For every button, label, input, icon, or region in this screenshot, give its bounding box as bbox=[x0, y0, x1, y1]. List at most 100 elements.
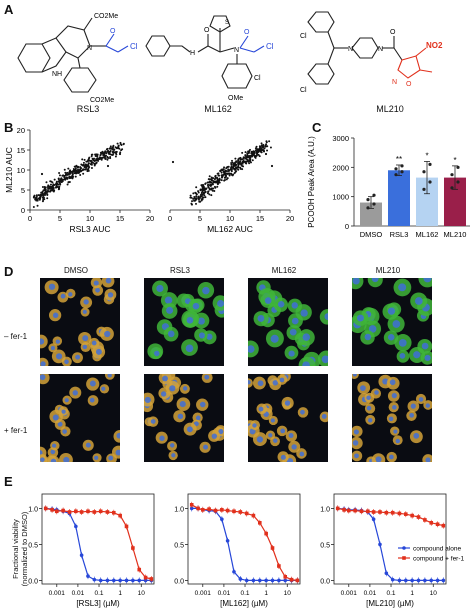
nucleus bbox=[89, 397, 95, 403]
scatter-0-point bbox=[35, 194, 38, 197]
scatter-0-point bbox=[60, 179, 63, 182]
scatter-0-point bbox=[93, 162, 96, 165]
scatter-0-point bbox=[121, 148, 124, 151]
scatter-0-ytick-label: 5 bbox=[21, 186, 25, 195]
scatter-1-point bbox=[206, 181, 209, 184]
scatter-1-point bbox=[234, 166, 237, 169]
scatter-0-point bbox=[46, 193, 49, 196]
scatter-0-xlabel: RSL3 AUC bbox=[69, 224, 110, 234]
bar-ytick-label: 3000 bbox=[332, 134, 349, 143]
bar-point-rsl3 bbox=[400, 170, 404, 174]
dose-1-ytick-label: 0.0 bbox=[174, 578, 184, 585]
nucleus bbox=[352, 440, 359, 446]
scatter-1-point bbox=[266, 145, 269, 148]
scatter-0-point bbox=[57, 188, 60, 191]
scatter-1-point bbox=[241, 158, 244, 161]
scatter-0-ytick-label: 20 bbox=[17, 126, 25, 135]
nucleus bbox=[270, 334, 279, 343]
nucleus bbox=[368, 325, 377, 333]
scatter-0-point bbox=[98, 156, 101, 159]
scatter-0-point bbox=[69, 169, 72, 172]
scatter-1-point bbox=[207, 185, 210, 188]
nucleus bbox=[204, 374, 210, 380]
scatter-0-point bbox=[90, 155, 93, 158]
micrograph-image bbox=[248, 374, 328, 462]
dose-1-xtick-label: 0.001 bbox=[195, 590, 212, 597]
dose-2-xtick-label: 1 bbox=[410, 590, 414, 597]
scatter-0-point bbox=[111, 153, 114, 156]
dose-2-point-alone bbox=[403, 578, 408, 583]
dose-0-xtick-label: 0.01 bbox=[72, 590, 85, 597]
bar-ml210 bbox=[444, 177, 466, 226]
micrograph-image bbox=[352, 278, 432, 366]
scatter-0-point bbox=[77, 171, 80, 174]
scatter-0-point bbox=[64, 178, 67, 181]
bar-point-dmso bbox=[366, 206, 370, 210]
scatter-0-point bbox=[41, 193, 44, 196]
scatter-1-point bbox=[216, 177, 219, 180]
scatter-1-point bbox=[226, 170, 229, 173]
nucleus bbox=[291, 317, 299, 325]
scatter-0-point bbox=[63, 174, 66, 177]
scatter-0-point bbox=[119, 151, 122, 154]
scatter-0-point bbox=[51, 181, 54, 184]
dose-2-point-fer1 bbox=[441, 523, 446, 528]
scatter-0-point bbox=[55, 183, 58, 186]
nucleus bbox=[160, 391, 167, 397]
dose-0-point-alone bbox=[111, 578, 116, 583]
micrograph-image bbox=[144, 278, 224, 366]
scatter-1-xtick-label: 20 bbox=[286, 214, 294, 223]
dose-1-point-alone bbox=[277, 578, 281, 583]
dose-2-point-alone bbox=[435, 578, 440, 583]
rsl3-co2me-bottom: CO2Me bbox=[90, 97, 114, 104]
scatter-1-point bbox=[227, 172, 230, 175]
scatter-1-point bbox=[251, 154, 254, 157]
dose-1-point-alone bbox=[238, 577, 243, 581]
bar-point-ml162 bbox=[428, 180, 432, 184]
dose-0-point-fer1 bbox=[124, 524, 129, 529]
scatter-1-point bbox=[239, 158, 242, 161]
nucleus bbox=[270, 418, 275, 423]
scatter-1-point bbox=[190, 202, 193, 205]
nucleus bbox=[95, 287, 100, 293]
scatter-1-point bbox=[212, 187, 215, 190]
nucleus bbox=[248, 345, 255, 353]
scatter-0-point bbox=[103, 151, 106, 154]
ml162-s: S bbox=[225, 20, 229, 26]
dose-1-xtick-label: 1 bbox=[264, 590, 268, 597]
nucleus bbox=[167, 330, 175, 338]
scatter-1-point bbox=[225, 172, 228, 175]
dose-1-xlabel: [ML162] (µM) bbox=[220, 599, 268, 608]
nucleus bbox=[413, 432, 420, 439]
scatter-1-point bbox=[211, 182, 214, 185]
bar-point-ml210 bbox=[456, 165, 460, 169]
scatter-1-point bbox=[260, 151, 263, 154]
nucleus bbox=[374, 390, 379, 395]
dose-0-point-fer1 bbox=[67, 510, 72, 514]
ml162-cl-acyl: Cl bbox=[266, 42, 274, 51]
bar-point-ml210 bbox=[450, 173, 454, 177]
panel-b-letter: B bbox=[4, 120, 14, 135]
nucleus bbox=[389, 454, 394, 460]
legend-fer1-label: compound + fer-1 bbox=[413, 556, 465, 563]
dose-1-point-alone bbox=[283, 578, 288, 583]
scatter-1-point bbox=[207, 190, 210, 193]
dose-1-point-fer1 bbox=[238, 510, 243, 514]
nucleus bbox=[279, 377, 285, 383]
scatter-1-point bbox=[268, 140, 271, 143]
scatter-0-point bbox=[82, 161, 85, 164]
cell bbox=[319, 309, 328, 325]
nucleus bbox=[273, 438, 278, 443]
dose-2-point-fer1 bbox=[397, 511, 402, 516]
scatter-1-point bbox=[201, 185, 204, 188]
dose-1-xtick-label: 0.01 bbox=[218, 590, 231, 597]
dose-1-point-fer1 bbox=[264, 531, 268, 536]
scatter-0-point bbox=[43, 189, 46, 192]
scatter-0-point bbox=[90, 153, 93, 156]
scatter-0-point bbox=[117, 145, 120, 148]
scatter-1-point bbox=[241, 160, 244, 163]
scatter-0-point bbox=[119, 142, 122, 145]
scatter-1-xtick-label: 5 bbox=[198, 214, 202, 223]
dose-0-point-fer1 bbox=[98, 509, 103, 514]
dose-0-point-alone bbox=[86, 574, 90, 578]
